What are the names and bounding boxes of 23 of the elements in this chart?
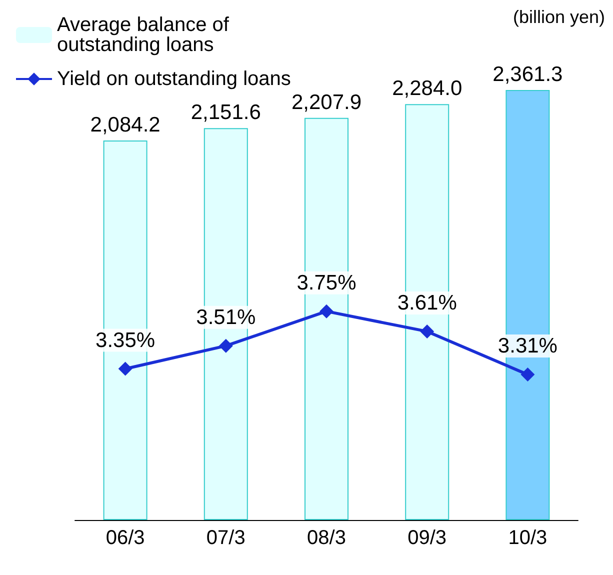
data-label: 2,151.6 <box>190 101 261 124</box>
point <box>520 368 535 382</box>
x-tick-label: 10/3 <box>508 527 548 549</box>
data-label: 3.75% <box>296 271 356 294</box>
point <box>420 324 434 338</box>
text: (billion yen) <box>512 7 606 27</box>
data-label: 2,361.3 <box>492 63 563 86</box>
data-label: 3.35% <box>96 328 156 352</box>
x-tick-label: 09/3 <box>408 527 447 549</box>
data-label: 3.51% <box>196 306 256 329</box>
x-tick-label: 08/3 <box>307 527 346 549</box>
legend-label: Yield on outstanding loans <box>57 68 291 90</box>
point <box>118 362 132 376</box>
x-tick-label: 06/3 <box>106 527 145 549</box>
data-label: 3.61% <box>397 291 457 314</box>
x-tick-label: 07/3 <box>206 527 246 549</box>
data-label: 2,084.2 <box>90 113 160 136</box>
point <box>320 304 334 318</box>
data-label: 3.31% <box>498 334 558 358</box>
data-label: 2,284.0 <box>392 77 462 100</box>
data-label: 2,207.9 <box>291 90 362 114</box>
legend-label: Average balance of outstanding loans <box>57 14 235 56</box>
point <box>218 338 233 353</box>
